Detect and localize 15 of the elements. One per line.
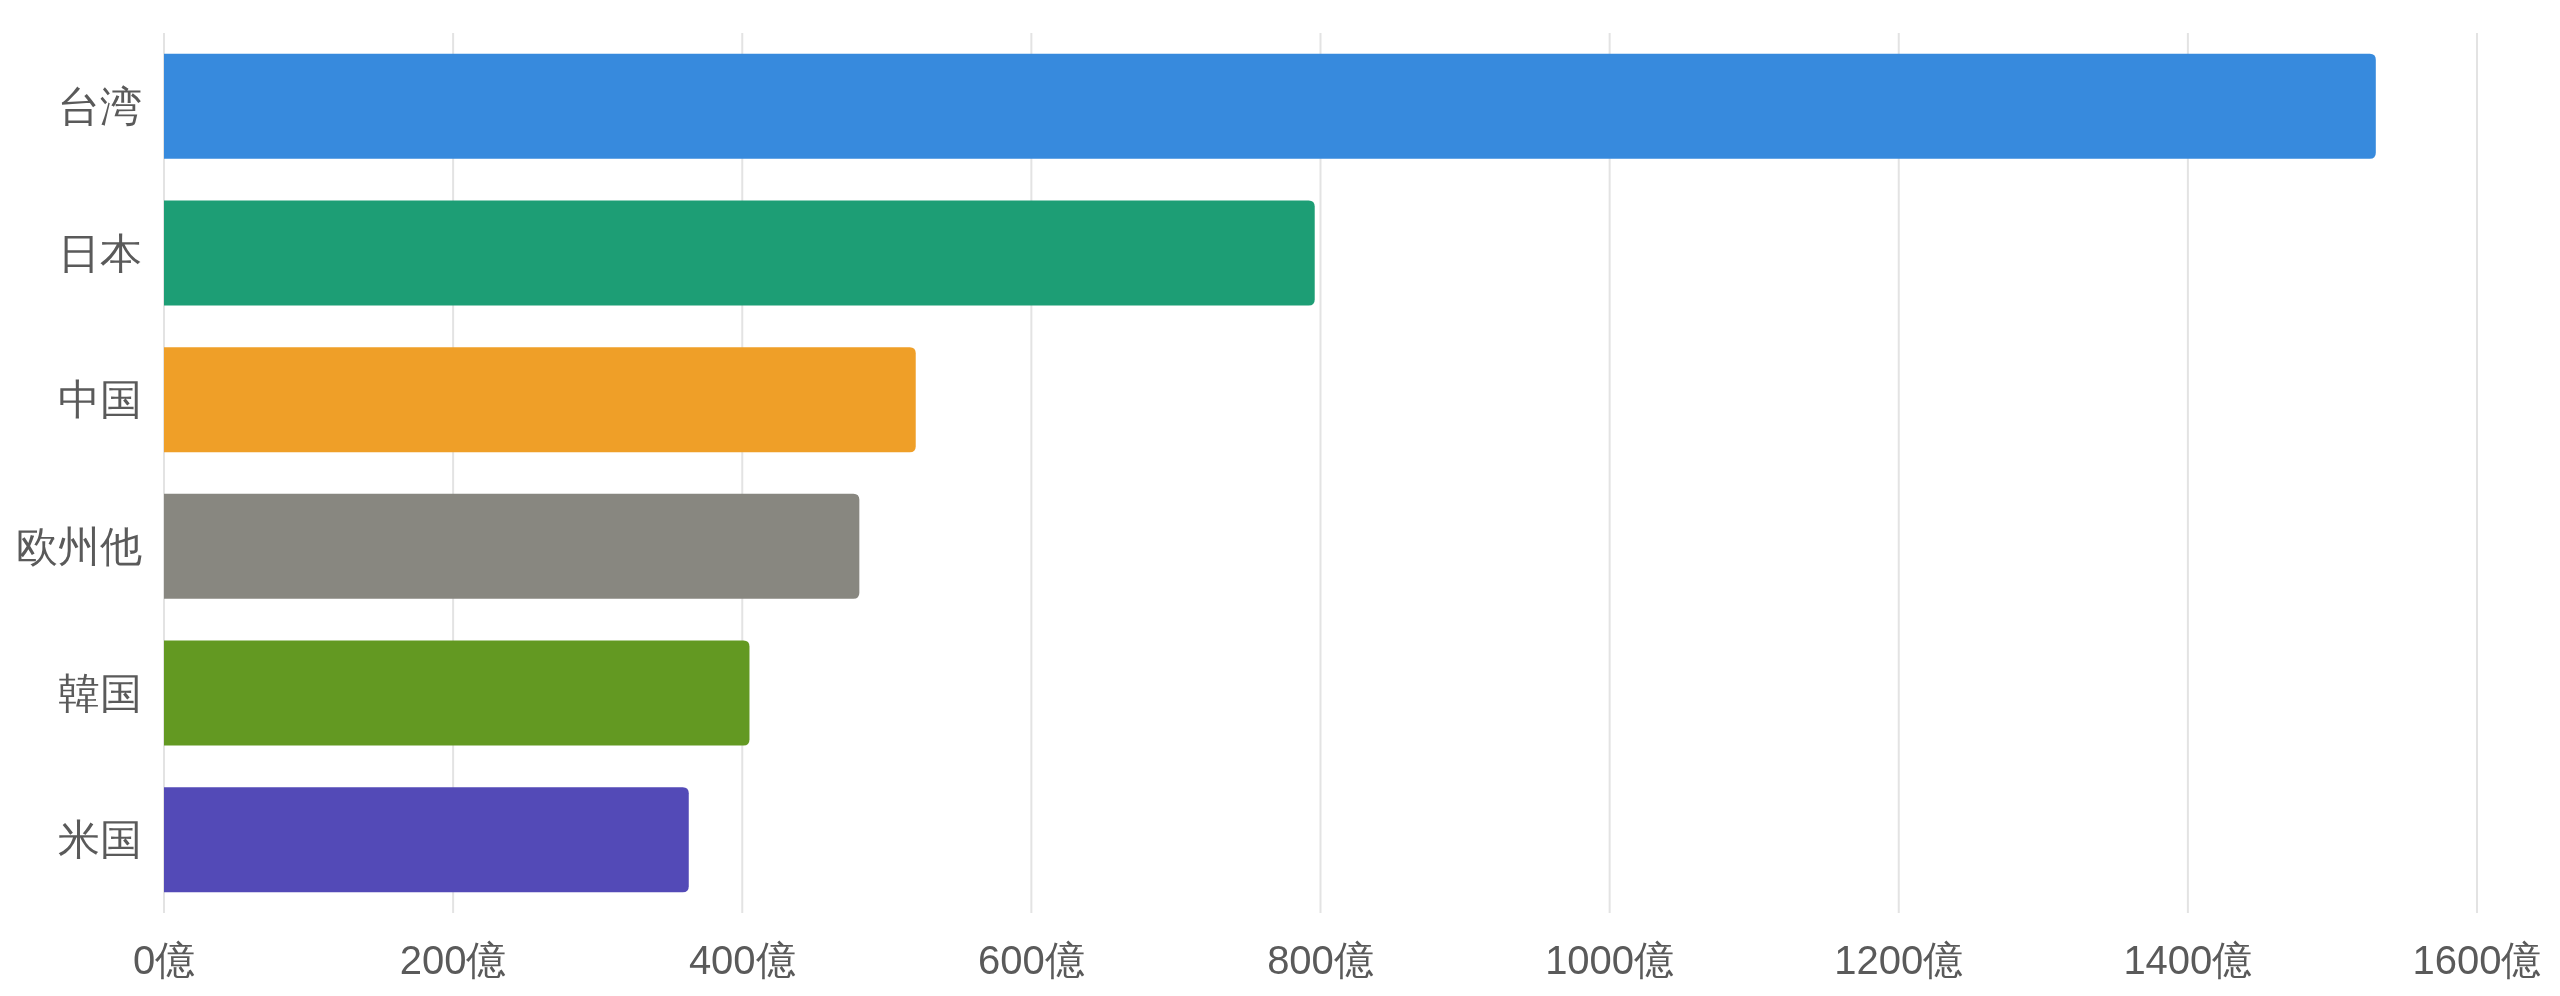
category-label: 欧州他 [16,522,142,570]
tick-label: 1200億 [1834,938,1964,982]
category-label: 台湾 [58,82,142,130]
category-label: 米国 [58,816,142,864]
tick-label: 1000億 [1545,938,1675,982]
tick-label: 1600億 [2412,938,2542,982]
category-label: 日本 [58,229,142,277]
tick-label: 800億 [1267,938,1374,982]
tick-label: 1400億 [2123,938,2253,982]
tick-label: 200億 [399,938,507,982]
category-label: 中国 [58,376,142,424]
category-label: 韓国 [58,669,142,717]
tick-label: 600億 [978,938,1085,982]
tick-label: 400億 [688,938,796,982]
tick-label: 0億 [132,938,196,982]
